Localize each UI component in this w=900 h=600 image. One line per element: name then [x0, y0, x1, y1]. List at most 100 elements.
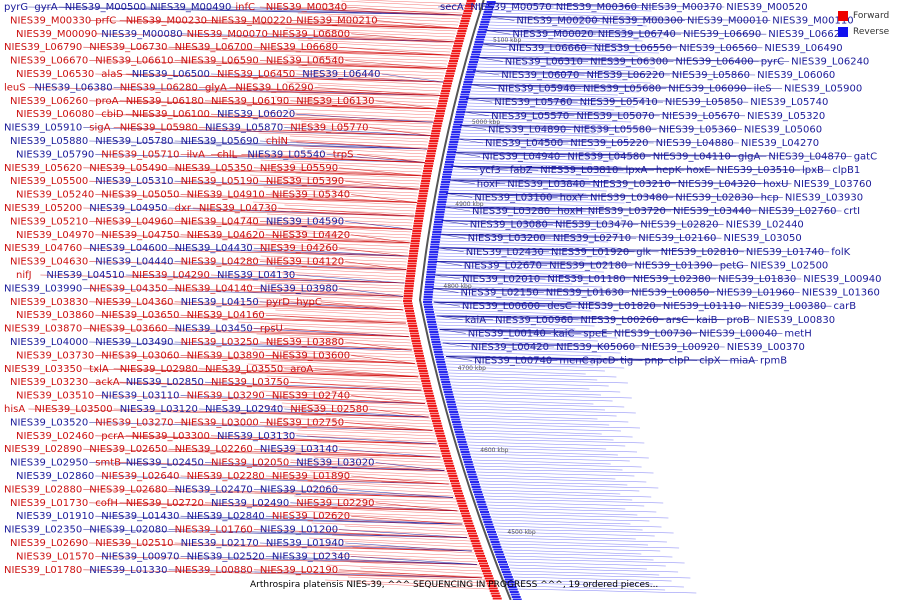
gene-connector — [253, 569, 482, 579]
gene-label: NIES39_L01910 — [16, 511, 94, 522]
gene-label: hoxE — [686, 165, 710, 176]
forward-strand-block — [416, 360, 426, 362]
fan-line-reverse — [494, 3, 673, 9]
gene-connector — [259, 301, 404, 311]
fan-line-forward — [285, 156, 424, 164]
fan-line-forward — [240, 285, 403, 293]
reverse-strand-block — [447, 406, 457, 408]
forward-strand-block — [456, 500, 466, 502]
forward-strand-block — [490, 592, 500, 595]
fan-line-reverse — [447, 192, 616, 198]
forward-strand-block — [486, 582, 496, 585]
gene-label: hepK — [656, 165, 682, 176]
reverse-strand-block — [431, 338, 440, 341]
fan-line-reverse — [439, 243, 618, 249]
gene-label: NIES39_L03980 — [260, 283, 338, 294]
forward-strand-block — [405, 280, 415, 282]
reverse-strand-block — [479, 26, 488, 28]
forward-strand-block — [426, 155, 436, 157]
gene-connector — [168, 288, 404, 297]
gene-label: NIES39_L06560 — [679, 43, 757, 54]
gene-label: NIES39_L03510 — [16, 391, 94, 402]
forward-strand-block — [418, 195, 428, 197]
reverse-strand-block — [504, 578, 514, 581]
gene-connector — [448, 179, 475, 185]
forward-strand-block — [409, 252, 418, 255]
gene-label: NIES39_L03730 — [16, 350, 94, 361]
forward-strand-block — [407, 260, 417, 262]
fan-line-reverse — [468, 444, 607, 450]
gene-connector — [451, 165, 831, 171]
forward-strand-block — [450, 55, 460, 57]
gene-label: alaS — [101, 69, 122, 80]
gene-connector — [253, 489, 454, 498]
fan-line-forward — [292, 162, 423, 170]
fan-line-forward — [270, 240, 409, 248]
gene-connector — [83, 247, 409, 257]
gene-label: NIES39_L04270 — [741, 138, 819, 149]
gene-connector — [278, 207, 415, 217]
gene-label: txlA — [89, 364, 109, 375]
legend-forward: Forward — [838, 8, 898, 24]
fan-line-forward — [237, 321, 408, 329]
fan-line-reverse — [452, 165, 601, 171]
fan-line-forward — [273, 219, 413, 227]
gene-label: NIES39_L00740 — [474, 356, 552, 367]
gene-label: NIES39_L03140 — [260, 444, 338, 455]
fan-line-reverse — [518, 588, 697, 594]
forward-strand-block — [427, 147, 437, 150]
gene-label: hoxH — [557, 206, 583, 217]
forward-strand-block — [456, 35, 466, 37]
gene-connector — [259, 180, 420, 190]
reverse-strand-block — [434, 353, 444, 356]
legend-reverse-label: Reverse — [853, 27, 890, 37]
gene-label: hisA — [4, 404, 25, 415]
gene-label: NIES39_L01330 — [89, 565, 167, 576]
gene-connector — [466, 97, 749, 103]
forward-strand-block — [430, 132, 440, 135]
reverse-strand-block — [465, 73, 475, 76]
gene-label: NIES39_L04740 — [181, 216, 259, 227]
gene-connector — [83, 448, 441, 458]
fan-line-reverse — [463, 114, 603, 120]
fan-line-reverse — [466, 102, 635, 108]
gene-label: NIES39_L02740 — [272, 391, 350, 402]
reverse-strand-block — [441, 383, 451, 386]
gene-label: NIES39_L06680 — [260, 42, 338, 53]
gene-label: NIES39_L02060 — [260, 484, 338, 495]
fan-line-forward — [249, 174, 420, 182]
reverse-strand-block — [484, 8, 494, 11]
fan-line-reverse — [442, 222, 611, 228]
forward-strand-block — [403, 295, 413, 297]
fan-line-reverse — [441, 225, 591, 231]
forward-strand-block — [451, 485, 461, 487]
forward-strand-block — [413, 222, 423, 225]
gene-connector — [174, 422, 433, 431]
gene-label: NIES39_L02010 — [462, 274, 540, 285]
gene-connector — [434, 274, 802, 280]
fan-line-reverse — [447, 369, 586, 375]
reverse-strand-block — [426, 271, 436, 273]
forward-strand-block — [433, 122, 443, 125]
reverse-strand-block — [480, 21, 490, 23]
reverse-strand-block — [485, 3, 495, 6]
reverse-strand-block — [426, 273, 436, 276]
gene-label: NIES39_L05870 — [205, 123, 283, 134]
gene-label: ycf3 — [479, 165, 500, 176]
gene-label: kaiA — [465, 315, 487, 326]
gene-label: NIES39_L02190 — [260, 565, 338, 576]
gene-connector — [265, 556, 477, 565]
gene-label: NIES39_L03200 — [468, 233, 546, 244]
fan-line-forward — [268, 411, 431, 419]
forward-strand-block — [469, 537, 479, 540]
fan-line-forward — [316, 3, 463, 11]
reverse-strand-block — [468, 63, 478, 66]
forward-strand-block — [405, 277, 415, 280]
gene-label: NIES39_L02640 — [101, 471, 179, 482]
reverse-strand-block — [455, 113, 465, 116]
reverse-strand-block — [485, 526, 495, 528]
fan-line-forward — [303, 147, 426, 155]
reverse-strand-block — [423, 298, 433, 301]
gene-label: tig — [620, 356, 633, 367]
fan-line-forward — [316, 441, 440, 449]
